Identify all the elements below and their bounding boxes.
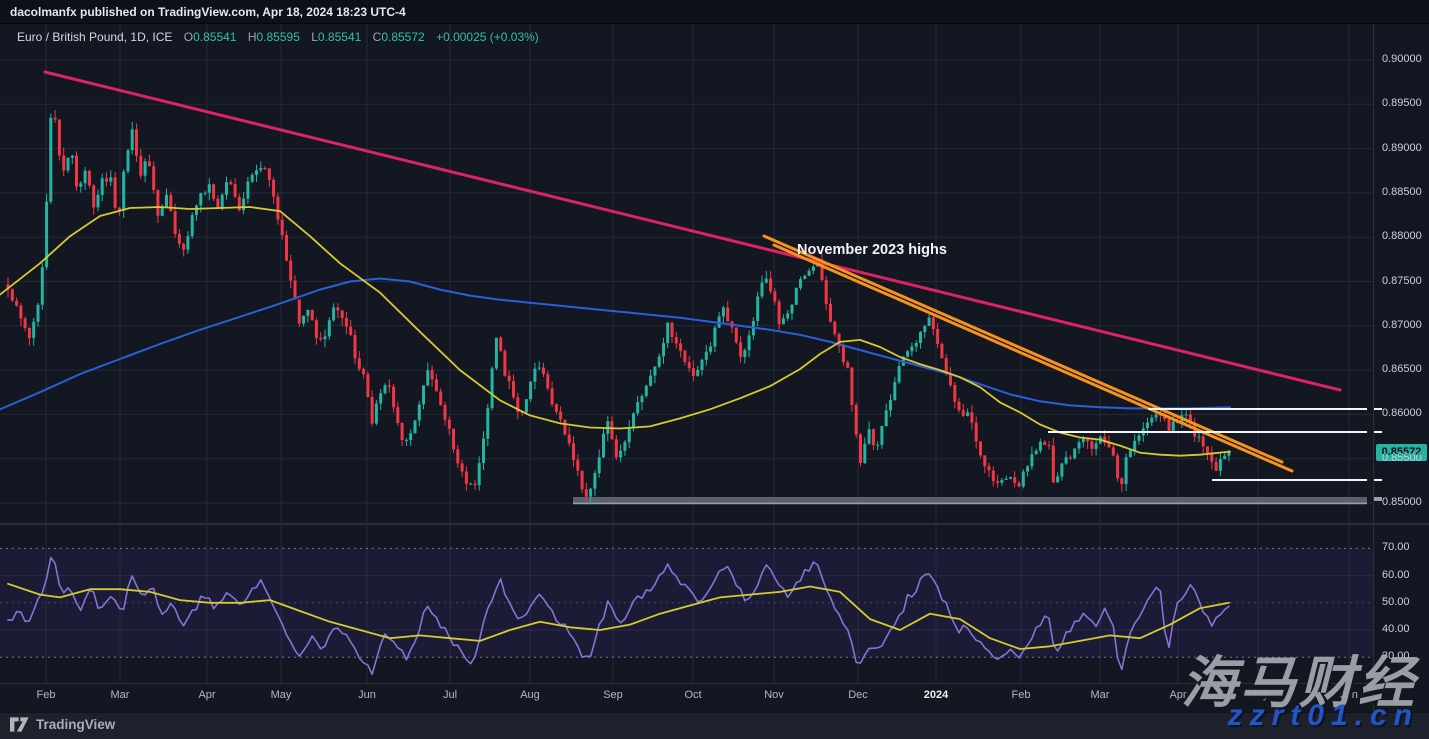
rsi-ma-line <box>7 582 1230 650</box>
last-price-label: 0.85572 <box>1376 444 1427 461</box>
price-tick-label: 0.89000 <box>1382 142 1422 154</box>
time-tick-label: Aug <box>520 689 540 701</box>
orange-channel-line <box>762 234 1284 464</box>
symbol-legend[interactable]: Euro / British Pound, 1D, ICE O0.85541 H… <box>17 30 539 46</box>
orange-channel-line <box>772 243 1294 473</box>
rsi-tick-label: 30.00 <box>1382 650 1410 662</box>
time-axis-border <box>0 683 1373 684</box>
price-tick-label: 0.85000 <box>1382 496 1422 508</box>
rsi-tick-label: 40.00 <box>1382 623 1410 635</box>
price-axis-border <box>1373 24 1374 711</box>
tradingview-logo-icon <box>10 717 29 732</box>
time-tick-label: Jul <box>442 689 458 701</box>
price-tick-label: 0.90000 <box>1382 53 1422 65</box>
time-tick-label: Nov <box>764 689 784 701</box>
close-value: 0.85572 <box>381 30 425 44</box>
change-value: +0.00025 (+0.03%) <box>436 30 539 44</box>
price-tick-label: 0.85500 <box>1382 452 1422 464</box>
open-label: O <box>183 30 194 44</box>
price-tick-label: 0.87000 <box>1382 319 1422 331</box>
pink-trendline <box>43 70 1342 392</box>
candles <box>6 110 1231 505</box>
rsi-tick-label: 70.00 <box>1382 541 1410 553</box>
low-label: L <box>311 30 318 44</box>
rsi-tick-label: 60.00 <box>1382 569 1410 581</box>
time-tick-label: Apr <box>198 689 216 701</box>
pane-separator[interactable] <box>0 523 1429 525</box>
time-tick-label: Mar <box>110 689 130 701</box>
publish-header: dacolmanfx published on TradingView.com,… <box>0 0 1429 24</box>
price-tick-label: 0.87500 <box>1382 275 1422 287</box>
time-tick-label: 2024 <box>923 689 949 701</box>
time-tick-label: Apr <box>1169 689 1187 701</box>
annotation-november-2023-highs[interactable]: November 2023 highs <box>797 242 947 258</box>
time-tick-label: Feb <box>1011 689 1031 701</box>
high-value: 0.85595 <box>256 30 300 44</box>
price-tick-label: 0.88500 <box>1382 186 1422 198</box>
time-tick-label: Mar <box>1090 689 1110 701</box>
open-value: 0.85541 <box>193 30 237 44</box>
footer-bar <box>0 712 1429 739</box>
price-tick-label: 0.86500 <box>1382 363 1422 375</box>
time-tick-label: May <box>270 689 292 701</box>
price-tick-label: 0.88000 <box>1382 230 1422 242</box>
ma-blue-line <box>0 277 1231 411</box>
time-tick-label: Feb <box>36 689 56 701</box>
time-tick-label: Oct <box>684 689 702 701</box>
ma-yellow-line <box>0 206 1231 457</box>
tradingview-brand-link[interactable]: TradingView <box>10 716 115 733</box>
watermark-site-url: zzrt01.cn <box>1227 699 1419 732</box>
tradingview-brand-text: TradingView <box>36 717 116 732</box>
high-label: H <box>247 30 257 44</box>
close-label: C <box>372 30 382 44</box>
symbol-title[interactable]: Euro / British Pound, 1D, ICE <box>17 30 173 44</box>
time-tick-label: Sep <box>603 689 623 701</box>
price-tick-label: 0.86000 <box>1382 407 1422 419</box>
time-tick-label: Jun <box>1340 689 1358 701</box>
price-tick-label: 0.89500 <box>1382 97 1422 109</box>
rsi-tick-label: 50.00 <box>1382 596 1410 608</box>
low-value: 0.85541 <box>317 30 362 44</box>
time-tick-label: Dec <box>848 689 868 701</box>
time-tick-label: Jun <box>358 689 376 701</box>
time-tick-label: May <box>1247 689 1269 701</box>
publish-text: dacolmanfx published on TradingView.com,… <box>10 5 406 19</box>
watermark-cn-text: 海马财经 <box>1181 651 1417 714</box>
